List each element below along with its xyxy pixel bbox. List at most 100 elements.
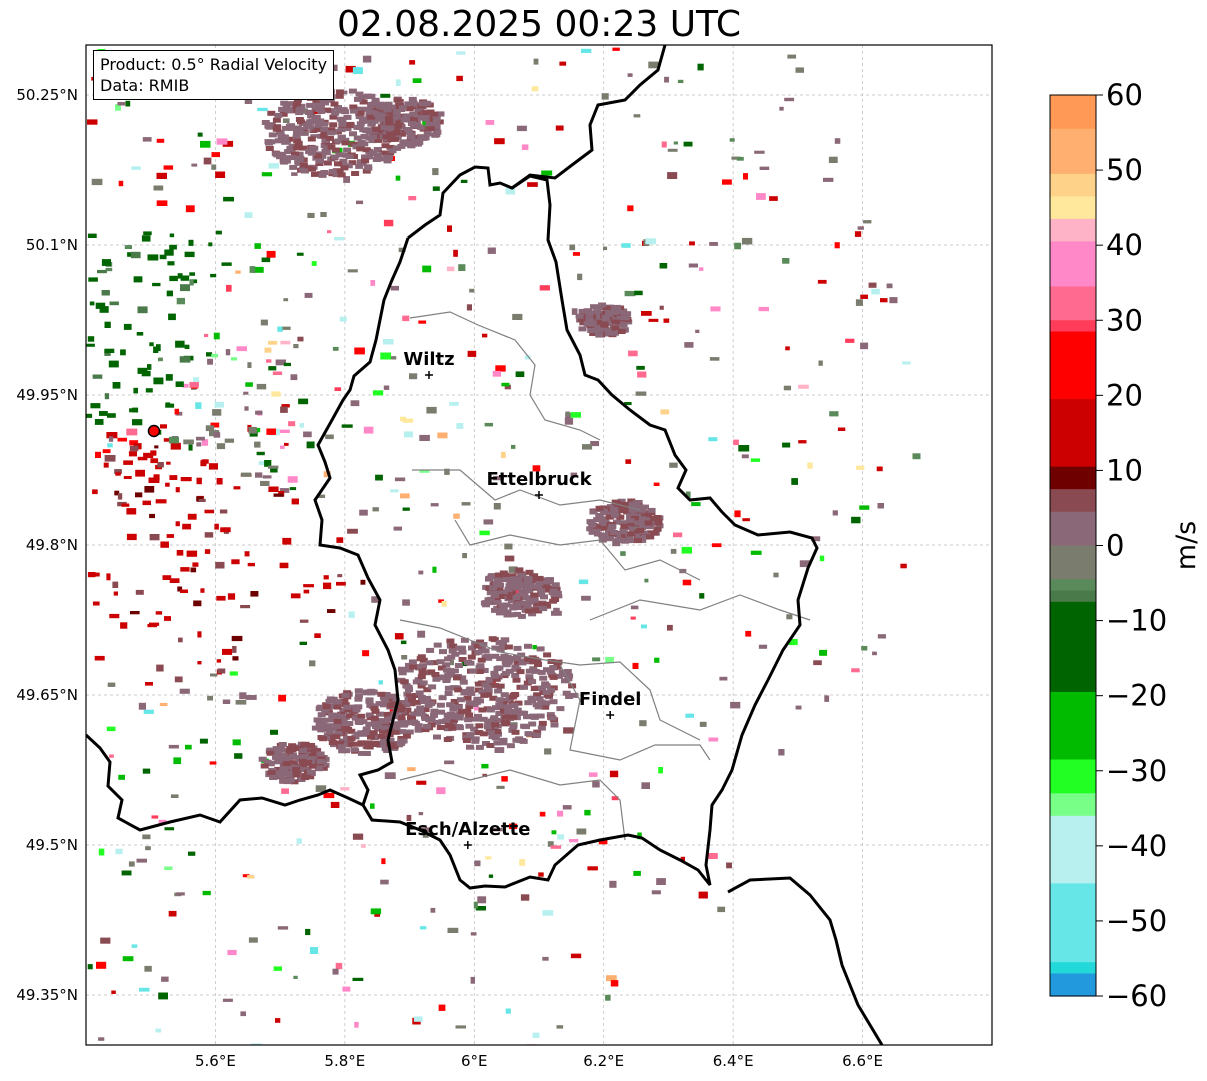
radar-pixel	[141, 370, 151, 377]
radar-pixel	[458, 649, 467, 655]
radar-pixel	[569, 839, 579, 843]
colorbar-segment	[1050, 331, 1096, 344]
radar-pixel	[611, 512, 619, 518]
colorbar-segment	[1050, 579, 1096, 592]
radar-pixel	[655, 523, 664, 529]
radar-pixel	[150, 458, 159, 464]
radar-pixel	[471, 738, 480, 744]
radar-pixel	[532, 465, 541, 472]
radar-pixel	[345, 738, 354, 744]
radar-pixel	[495, 572, 503, 578]
radar-pixel	[87, 572, 96, 578]
radar-pixel	[211, 354, 218, 358]
radar-pixel	[360, 141, 369, 147]
radar-pixel	[661, 141, 667, 148]
radar-pixel	[284, 755, 293, 761]
radar-pixel	[359, 509, 368, 516]
radar-pixel	[562, 672, 571, 678]
radar-pixel	[127, 252, 133, 257]
radar-pixel	[322, 704, 331, 710]
radar-pixel	[491, 645, 500, 651]
radar-pixel	[102, 449, 111, 454]
radar-pixel	[169, 475, 178, 480]
radar-pixel	[176, 550, 184, 556]
radar-pixel	[360, 579, 366, 585]
radar-pixel	[588, 772, 598, 777]
radar-pixel	[823, 177, 834, 182]
radar-pixel	[210, 273, 217, 278]
radar-pixel	[350, 400, 360, 407]
radar-pixel	[334, 105, 342, 111]
radar-pixel	[417, 711, 426, 717]
radar-pixel	[363, 106, 372, 112]
radar-pixel	[343, 147, 352, 153]
radar-pixel	[98, 848, 105, 856]
radar-pixel	[250, 591, 259, 597]
radar-pixel	[216, 478, 223, 485]
radar-pixel	[541, 579, 550, 585]
radar-pixel	[381, 718, 389, 724]
radar-pixel	[268, 163, 279, 169]
radar-pixel	[645, 238, 657, 245]
radar-pixel	[217, 668, 226, 674]
radar-pixel	[390, 285, 399, 291]
radar-pixel	[310, 748, 319, 754]
radar-pixel	[510, 703, 519, 708]
radar-pixel	[303, 431, 312, 438]
radar-pixel	[320, 121, 329, 127]
radar-pixel	[365, 154, 373, 160]
radar-pixel	[386, 144, 395, 150]
radar-pixel	[819, 555, 825, 562]
radar-pixel	[320, 212, 327, 217]
radar-pixel	[432, 676, 441, 682]
radar-pixel	[651, 890, 661, 895]
radar-pixel	[141, 235, 151, 242]
radar-pixel	[708, 437, 718, 442]
colorbar-segment	[1050, 399, 1096, 411]
radar-pixel	[577, 273, 583, 281]
radar-pixel	[374, 115, 383, 120]
radar-pixel	[149, 513, 155, 519]
colorbar-segment	[1050, 432, 1096, 445]
radar-pixel	[376, 103, 385, 109]
radar-pixel	[294, 125, 302, 131]
radar-pixel	[647, 507, 656, 513]
radar-pixel	[449, 401, 459, 406]
radar-pixel	[107, 413, 116, 418]
radar-pixel	[200, 588, 205, 593]
radar-pixel	[537, 699, 546, 705]
radar-pixel	[456, 51, 466, 55]
radar-pixel	[281, 764, 290, 770]
radar-pixel	[169, 233, 175, 238]
radar-pixel	[384, 115, 393, 121]
radar-pixel	[407, 767, 416, 772]
colorbar-segment	[1050, 905, 1096, 918]
radar-pixel	[323, 792, 335, 799]
radar-pixel	[385, 120, 394, 126]
radar-pixel	[617, 498, 626, 504]
radar-pixel	[656, 878, 666, 885]
radar-pixel	[912, 453, 921, 460]
radar-pixel	[829, 411, 839, 417]
radar-pixel	[538, 720, 547, 726]
radar-pixel	[372, 742, 380, 747]
radar-pixel	[559, 61, 567, 66]
radar-pixel	[382, 692, 391, 697]
radar-pixel	[136, 332, 144, 336]
radar-pixel	[432, 719, 441, 725]
radar-pixel	[215, 230, 222, 235]
radar-pixel	[653, 526, 662, 532]
radar-pixel	[283, 298, 289, 302]
radar-pixel	[145, 682, 153, 686]
radar-pixel	[406, 814, 412, 822]
radar-pixel	[407, 132, 416, 138]
radar-pixel	[157, 462, 164, 468]
radar-pixel	[334, 161, 342, 167]
colorbar-segment	[1050, 917, 1096, 930]
radar-pixel	[145, 846, 151, 851]
radar-pixel	[501, 719, 510, 725]
radar-pixel	[290, 593, 301, 599]
radar-pixel	[457, 709, 466, 715]
radar-pixel	[524, 731, 533, 737]
radar-pixel	[417, 630, 426, 638]
